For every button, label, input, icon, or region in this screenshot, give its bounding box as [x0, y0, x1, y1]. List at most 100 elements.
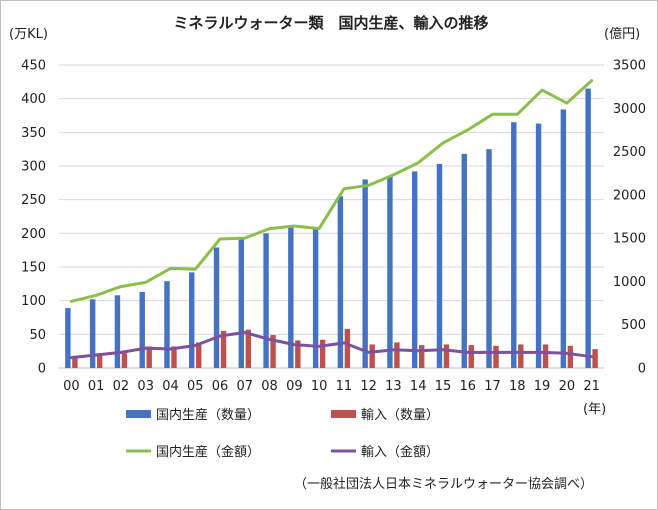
bar-domestic-volume: [164, 281, 170, 368]
bar-domestic-volume: [535, 123, 542, 368]
x-tick-label: 00: [63, 379, 80, 394]
bar-import-volume: [146, 346, 152, 368]
x-tick-label: 13: [385, 379, 402, 394]
x-tick-label: 14: [410, 379, 427, 394]
line-domestic-value: [69, 79, 594, 303]
bar-import-volume: [96, 353, 103, 368]
x-tick-label: 02: [113, 379, 130, 394]
y-left-tick-label: 400: [21, 92, 46, 107]
y-left-tick-label: 300: [21, 160, 46, 175]
x-tick-label: 07: [237, 379, 254, 394]
y-left-tick-label: 0: [38, 362, 46, 377]
legend: 国内生産（数量） 輸入（数量） 国内生産（金額） 輸入（金額）: [126, 407, 439, 460]
y-right-tick-label: 3500: [613, 59, 646, 74]
bar-import-volume: [319, 339, 326, 368]
x-tick-label: 01: [88, 379, 105, 394]
bar-domestic-volume: [65, 308, 71, 368]
bar-import-volume: [542, 344, 549, 368]
bar-import-volume: [567, 345, 574, 368]
y-right-tick-label: 0: [638, 362, 646, 377]
bars: [65, 88, 598, 369]
bar-import-volume: [344, 328, 351, 368]
chart-title: ミネラルウォーター類 国内生産、輸入の推移: [173, 14, 488, 32]
legend-label: 国内生産（数量）: [156, 407, 260, 423]
line-import-value: [69, 331, 594, 360]
y-left-tick-label: 100: [21, 294, 46, 309]
x-tick-label: 05: [187, 379, 204, 394]
x-tick-label: 18: [509, 379, 526, 394]
x-tick-label: 11: [336, 379, 353, 394]
bar-import-volume: [72, 355, 78, 368]
source-note: （一般社団法人日本ミネラルウォーター協会調べ）: [294, 476, 593, 492]
bar-import-volume: [419, 345, 425, 368]
x-tick-label: 03: [137, 379, 154, 394]
bar-domestic-volume: [114, 295, 121, 368]
bar-domestic-volume: [288, 226, 294, 368]
x-tick-label: 20: [559, 379, 576, 394]
bar-domestic-volume: [312, 228, 319, 368]
bar-domestic-volume: [362, 179, 368, 368]
x-unit: (年): [583, 402, 606, 417]
bar-import-volume: [592, 349, 598, 368]
bar-domestic-volume: [436, 163, 443, 368]
bar-import-volume: [245, 329, 251, 368]
x-tick-label: 15: [435, 379, 452, 394]
bar-domestic-volume: [486, 149, 492, 368]
legend-swatch: [331, 410, 356, 418]
x-tick-label: 21: [583, 379, 600, 394]
bar-import-volume: [443, 344, 450, 368]
bar-import-volume: [369, 344, 375, 368]
bar-domestic-volume: [560, 109, 567, 368]
y-right-tick-label: 3000: [613, 102, 646, 117]
legend-label: 輸入（金額）: [361, 444, 439, 460]
lines: [69, 79, 594, 360]
x-tick-label: 19: [534, 379, 551, 394]
x-tick-label: 16: [459, 379, 476, 394]
legend-label: 国内生産（金額）: [156, 444, 260, 460]
bar-import-volume: [493, 345, 499, 368]
y-right-tick-label: 500: [621, 318, 646, 333]
bar-domestic-volume: [337, 196, 344, 368]
bar-import-volume: [121, 353, 128, 368]
x-tick-label: 06: [212, 379, 229, 394]
bar-import-volume: [394, 342, 400, 368]
bar-domestic-volume: [585, 88, 591, 369]
y-right-tick-label: 1000: [613, 275, 646, 290]
bar-domestic-volume: [412, 171, 418, 368]
y-right-tick-label: 2500: [613, 145, 646, 160]
bar-domestic-volume: [89, 299, 96, 368]
bar-import-volume: [270, 335, 276, 368]
y-right-unit: (億円): [604, 26, 640, 42]
bar-domestic-volume: [139, 291, 145, 368]
y-left-tick-label: 350: [21, 126, 46, 141]
y-right-tick-label: 2000: [613, 188, 646, 203]
y-left-tick-label: 450: [21, 59, 46, 74]
gridlines: [59, 64, 604, 369]
bar-domestic-volume: [189, 272, 195, 368]
x-tick-label: 17: [484, 379, 501, 394]
bar-domestic-volume: [461, 153, 467, 368]
bar-import-volume: [468, 345, 474, 368]
y-right-tick-label: 1500: [613, 232, 646, 247]
x-tick-label: 12: [360, 379, 377, 394]
bar-import-volume: [295, 340, 301, 368]
x-tick-label: 08: [261, 379, 278, 394]
y-left-unit: (万KL): [9, 27, 48, 42]
y-left-tick-label: 50: [29, 328, 46, 343]
legend-swatch: [126, 410, 151, 418]
bar-domestic-volume: [511, 122, 517, 368]
bar-domestic-volume: [238, 238, 244, 368]
bar-import-volume: [196, 342, 202, 368]
y-left-tick-label: 250: [21, 193, 46, 208]
y-left-tick-label: 150: [21, 261, 46, 276]
y-left-tick-label: 200: [21, 227, 46, 242]
x-tick-label: 09: [286, 379, 303, 394]
bar-import-volume: [171, 346, 177, 368]
bar-import-volume: [518, 344, 524, 368]
legend-label: 輸入（数量）: [361, 408, 439, 423]
bar-import-volume: [220, 330, 227, 368]
tick-labels: 0501001502002503003504004500500100015002…: [21, 59, 646, 395]
x-tick-label: 04: [162, 379, 179, 394]
